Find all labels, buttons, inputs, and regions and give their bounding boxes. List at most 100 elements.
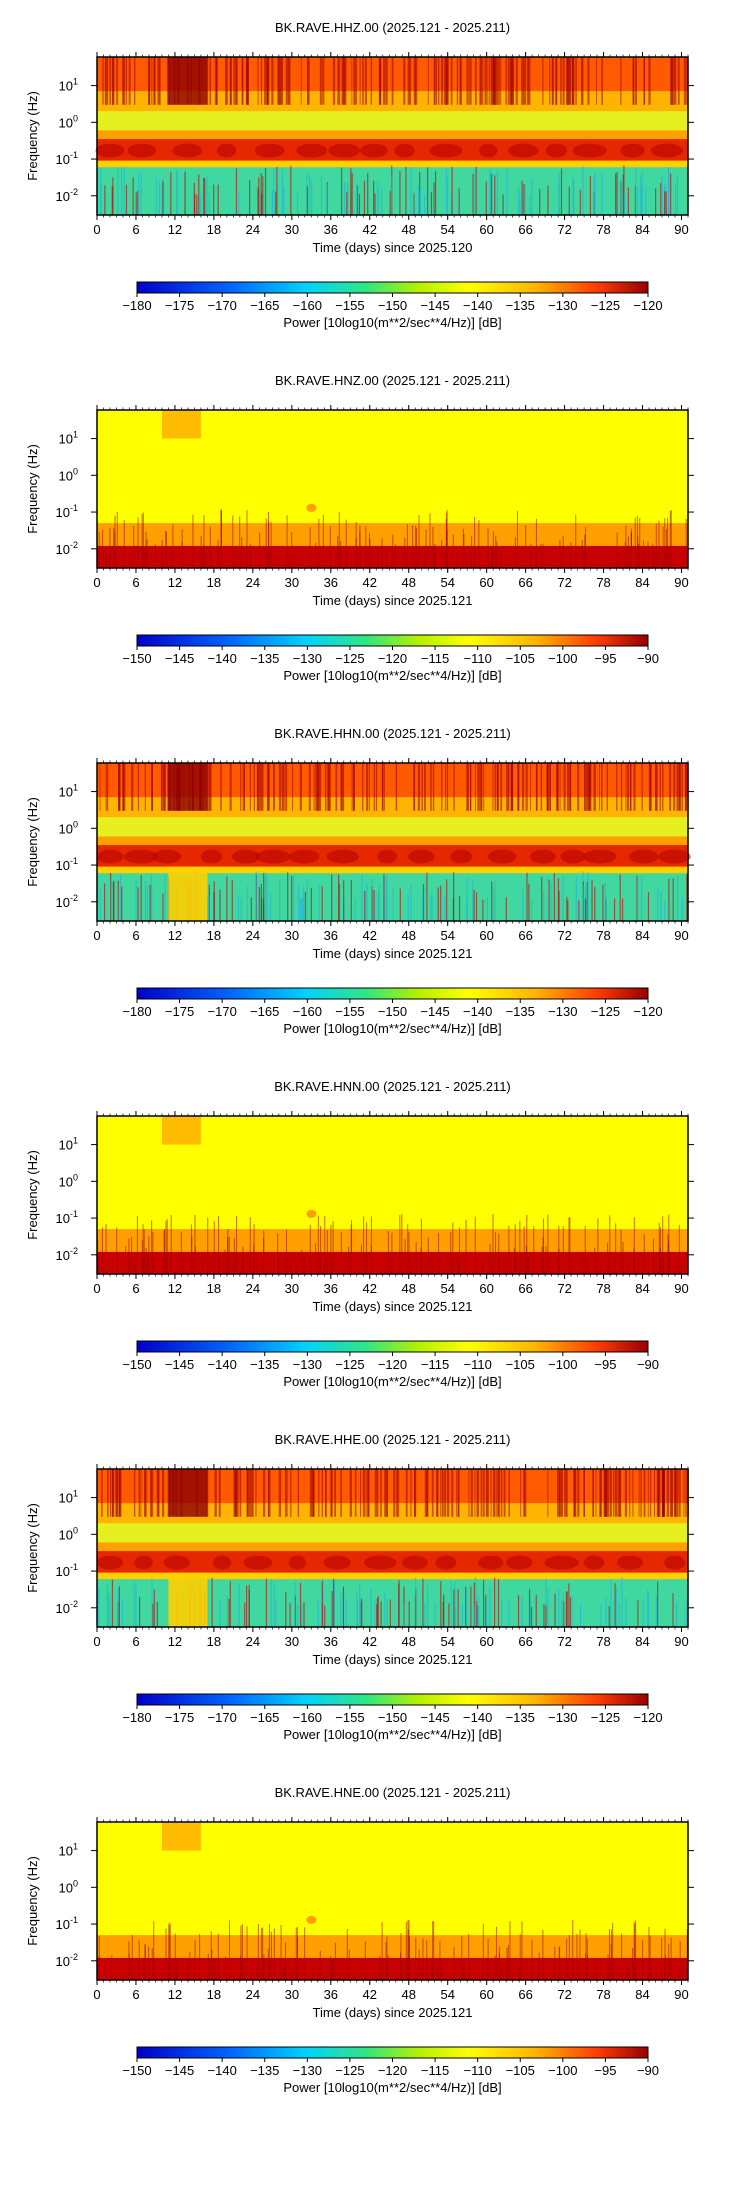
colorbar-tick-label: −130 — [293, 2063, 322, 2078]
high-freq-streak — [585, 763, 589, 811]
high-freq-streak — [159, 57, 161, 105]
low-freq-streak — [300, 898, 302, 921]
high-freq-streak — [492, 57, 496, 105]
high-freq-streak — [340, 1469, 342, 1517]
high-freq-streak — [486, 1469, 489, 1517]
x-tick-label: 36 — [324, 928, 338, 943]
high-freq-streak — [571, 57, 574, 105]
low-freq-streak — [389, 1599, 391, 1627]
low-freq-streak — [605, 1597, 607, 1627]
high-freq-streak — [363, 1469, 366, 1517]
high-freq-streak — [109, 57, 111, 105]
low-freq-streak — [290, 165, 292, 215]
high-freq-streak — [675, 1469, 678, 1517]
low-freq-streak — [202, 549, 204, 568]
x-tick-label: 54 — [440, 928, 454, 943]
colorbar-tick-label: −130 — [293, 1357, 322, 1372]
low-freq-streak — [205, 554, 207, 568]
low-freq-streak — [678, 1224, 680, 1274]
low-freq-streak — [151, 1220, 153, 1274]
x-tick-label: 42 — [363, 575, 377, 590]
low-freq-streak — [641, 875, 643, 921]
microseism-peak — [306, 1915, 317, 1924]
high-freq-streak — [366, 763, 369, 811]
high-freq-streak — [438, 57, 440, 105]
x-tick-label: 0 — [93, 1987, 100, 2002]
x-tick-label: 6 — [132, 928, 139, 943]
low-freq-streak — [339, 548, 341, 568]
low-freq-streak — [207, 897, 209, 921]
low-freq-streak — [310, 887, 312, 921]
low-freq-streak — [162, 180, 164, 215]
x-axis-label: Time (days) since 2025.121 — [313, 593, 473, 608]
low-freq-streak — [637, 1600, 639, 1627]
high-freq-streak — [278, 763, 282, 811]
low-freq-streak — [385, 1942, 387, 1980]
low-freq-streak — [194, 1940, 196, 1980]
y-tick-label: 10-2 — [56, 187, 78, 204]
low-freq-streak — [249, 179, 251, 215]
gap-region — [168, 866, 208, 921]
low-freq-streak — [253, 1223, 255, 1274]
low-freq-streak — [627, 1258, 629, 1274]
low-freq-streak — [632, 1948, 634, 1980]
colorbar-label: Power [10log10(m**2/sec**4/Hz)] [dB] — [283, 315, 501, 330]
low-freq-streak — [306, 186, 309, 215]
colorbar-tick-label: −105 — [506, 651, 535, 666]
low-freq-streak — [304, 1927, 306, 1980]
low-freq-streak — [644, 554, 646, 568]
low-freq-streak — [670, 510, 672, 568]
low-freq-streak — [618, 1966, 620, 1980]
low-freq-streak — [665, 529, 667, 568]
low-freq-streak — [485, 1599, 488, 1627]
spectral-band — [97, 1229, 688, 1252]
high-freq-streak — [395, 763, 398, 811]
colorbar-tick-label: −150 — [378, 1004, 407, 1019]
low-freq-streak — [519, 194, 521, 215]
high-freq-streak — [613, 1469, 615, 1517]
high-freq-streak — [477, 763, 480, 811]
x-tick-label: 90 — [674, 1987, 688, 2002]
colorbar-tick-label: −155 — [335, 1004, 364, 1019]
colorbar — [136, 1693, 649, 1706]
colorbar — [136, 1340, 649, 1353]
high-freq-streak — [641, 763, 643, 811]
low-freq-streak — [576, 1934, 578, 1980]
low-freq-streak — [619, 874, 621, 921]
y-tick-label: 10-1 — [56, 1209, 78, 1226]
low-freq-streak — [270, 1579, 272, 1627]
y-tick-label: 10-2 — [56, 540, 78, 557]
microseism-peak — [163, 1555, 190, 1570]
x-tick-label: 24 — [246, 575, 260, 590]
low-freq-streak — [475, 892, 478, 921]
high-freq-streak — [444, 57, 446, 105]
low-freq-streak — [398, 1580, 400, 1627]
low-freq-streak — [303, 1258, 305, 1274]
low-freq-streak — [633, 1921, 635, 1980]
high-freq-streak — [511, 57, 514, 105]
low-freq-streak — [348, 1949, 350, 1980]
high-freq-streak — [421, 763, 423, 811]
low-freq-streak — [660, 183, 662, 215]
low-freq-streak — [410, 1263, 412, 1274]
low-freq-streak — [121, 166, 123, 215]
high-freq-streak — [599, 1469, 602, 1517]
x-tick-label: 18 — [207, 928, 221, 943]
low-freq-streak — [226, 876, 228, 921]
high-freq-streak — [148, 57, 150, 105]
low-freq-streak — [401, 1214, 403, 1274]
low-freq-streak — [566, 896, 568, 921]
x-tick-label: 12 — [168, 1987, 182, 2002]
high-freq-streak — [116, 57, 119, 105]
low-freq-streak — [685, 1601, 688, 1627]
high-freq-streak — [669, 1469, 671, 1517]
high-freq-streak — [233, 1469, 236, 1517]
high-freq-streak — [574, 1469, 577, 1517]
high-freq-streak — [109, 1469, 112, 1517]
high-freq-streak — [563, 763, 566, 811]
low-freq-streak — [418, 185, 420, 215]
low-freq-streak — [616, 532, 618, 568]
low-freq-streak — [621, 1577, 623, 1627]
high-freq-streak — [573, 1469, 576, 1517]
low-freq-streak — [151, 1948, 153, 1980]
